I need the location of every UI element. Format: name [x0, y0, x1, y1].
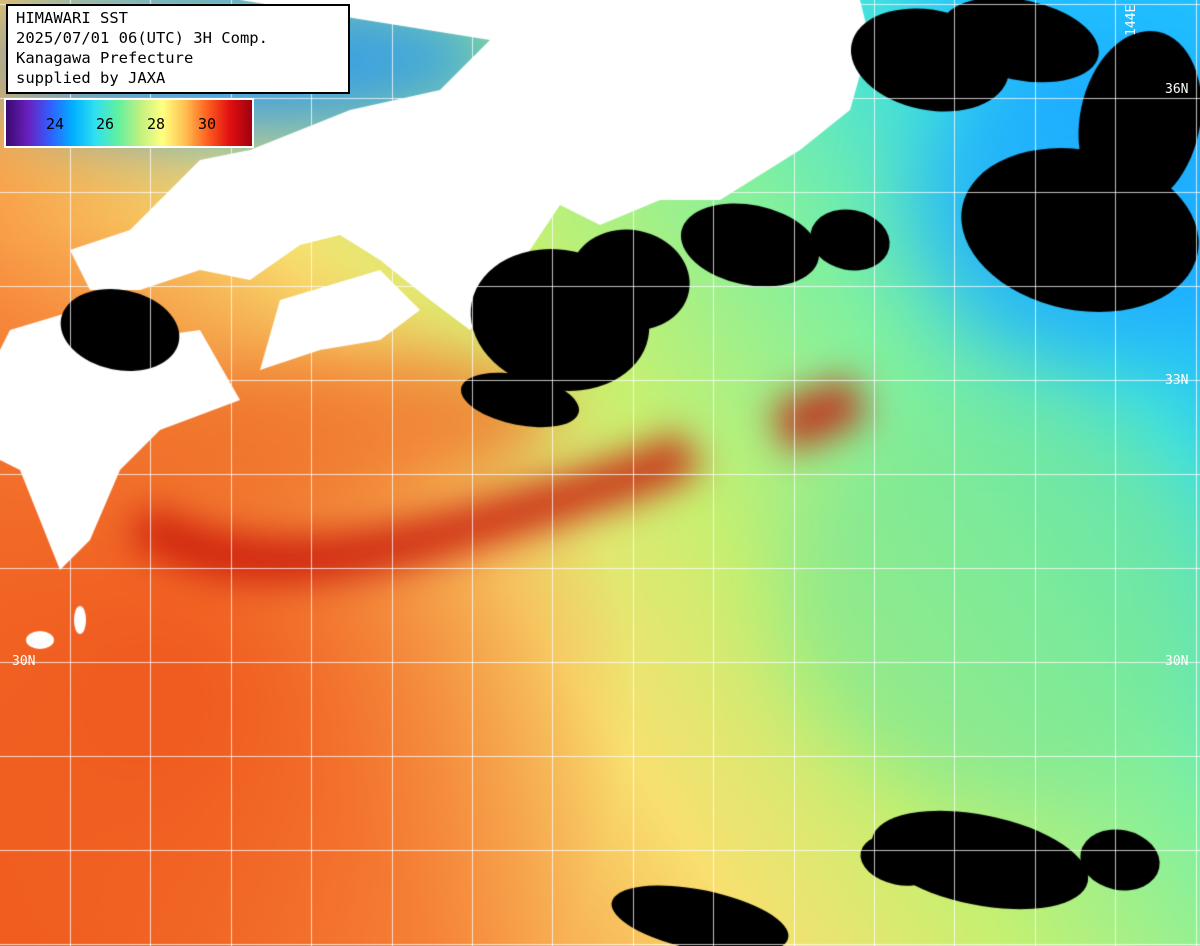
legend-tick-24: 24	[46, 115, 65, 133]
legend-color-bar	[6, 100, 252, 146]
latitude-label-30n-left: 30N	[12, 654, 36, 669]
info-timestamp: 2025/07/01 06(UTC) 3H Comp.	[16, 29, 268, 47]
longitude-label-144e: 144E	[1124, 4, 1139, 36]
legend-tick-26: 26	[96, 115, 115, 133]
info-title: HIMAWARI SST	[16, 9, 128, 27]
map-info-box: HIMAWARI SST 2025/07/01 06(UTC) 3H Comp.…	[6, 4, 350, 94]
latitude-label-30n-right: 30N	[1165, 654, 1189, 669]
longitude-label-138e: 138E	[484, 4, 499, 36]
legend-tick-28: 28	[147, 115, 166, 133]
latitude-label-33n: 33N	[1165, 373, 1189, 388]
temperature-legend: 24 26 28 30	[4, 98, 254, 148]
legend-tick-30: 30	[198, 115, 217, 133]
latitude-label-36n: 36N	[1165, 82, 1189, 97]
info-region: Kanagawa Prefecture	[16, 49, 194, 67]
info-source: supplied by JAXA	[16, 69, 166, 87]
